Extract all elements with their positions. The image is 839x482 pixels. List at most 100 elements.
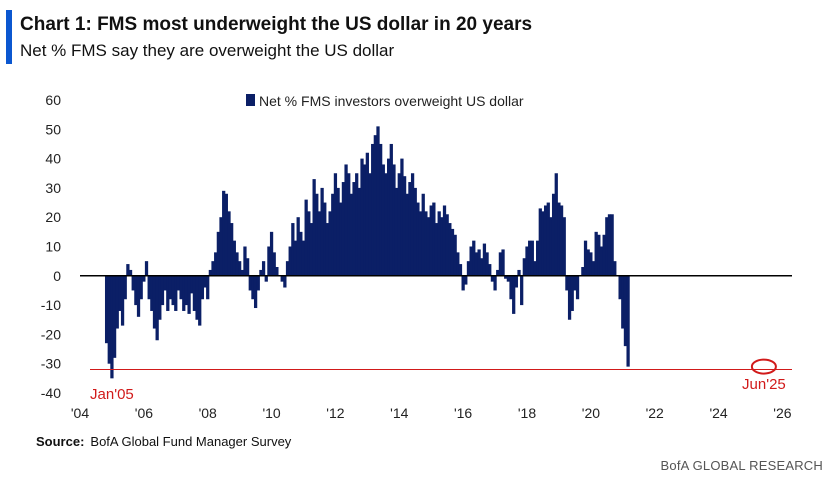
bar [429,205,433,276]
bar [591,261,596,276]
bar [613,261,617,276]
bar [413,187,417,276]
bar [176,275,181,291]
bar [216,231,220,276]
bar [541,211,545,276]
bar [432,202,436,276]
bar [261,261,266,276]
bar [152,275,157,329]
bar [285,261,290,276]
bar [264,275,268,282]
bar [520,275,524,306]
bar [328,211,332,276]
bar [355,173,359,276]
bar [387,158,391,276]
bar [349,193,354,276]
x-tick-label: '04 [71,405,89,421]
bar [136,275,141,317]
bar [190,275,194,294]
bar [104,275,109,344]
bar [275,267,279,276]
bar [573,275,577,291]
bar [357,187,361,276]
bar [238,261,242,276]
bar [445,214,449,276]
bar [376,126,380,276]
bar [559,205,564,276]
bar [549,217,553,276]
bar [488,264,492,276]
bar [610,214,614,276]
bar [368,173,372,276]
bar [384,173,388,276]
x-axis: '04 '06 '08 '10 '12 '14 '16 '18 '20 '22 '24 '26 [71,405,792,421]
bar [418,211,423,276]
bar [272,252,276,276]
legend-label: Net % FMS investors overweight US dollar [259,93,524,109]
bar [123,275,127,300]
y-tick-label: 10 [45,239,61,255]
bar [248,275,252,291]
bar [192,275,197,311]
bar [211,261,215,276]
bar [594,231,598,276]
bar [107,275,111,364]
bar [512,275,516,314]
bar [621,275,625,329]
bar [352,182,356,276]
bar [230,223,234,276]
bar [214,252,218,276]
bar [309,223,314,276]
bar [293,240,298,276]
legend-swatch [246,94,255,106]
bar [551,193,556,276]
bar [299,231,303,276]
bar [365,152,369,276]
bar [182,275,186,311]
bar [501,249,505,276]
y-tick-label: 30 [45,180,61,196]
bar [187,275,191,314]
bar [567,275,572,320]
x-tick-label: '14 [390,405,408,421]
annotations: Jan'05 Jun'25 [90,358,786,403]
bar [618,275,622,300]
bar [480,258,484,276]
bar [522,258,526,276]
bar [110,275,114,379]
annotation-jan05: Jan'05 [90,386,134,403]
bar [163,275,167,291]
x-tick-label: '10 [262,405,280,421]
x-tick-label: '08 [199,405,217,421]
bar [498,252,503,276]
bar [554,173,558,276]
bar [461,275,465,291]
bar [171,275,175,306]
bar [253,275,258,309]
bar [440,217,444,276]
y-tick-label: -30 [41,356,61,372]
bar [389,143,393,276]
bar [469,246,473,276]
bar [142,275,146,282]
chart-title: Chart 1: FMS most underweight the US dol… [20,14,533,35]
bar [458,264,463,276]
bar [528,240,532,276]
bar [533,261,537,276]
y-axis: 60 50 40 30 20 10 0 -10 -20 -30 -40 [41,92,61,401]
bar [227,211,231,276]
bar [504,275,508,279]
bar [336,187,340,276]
bar [379,143,383,276]
y-tick-label: 50 [45,121,61,137]
bar [394,187,399,276]
bar [472,240,476,276]
bar [259,269,263,276]
bar [448,223,452,276]
bar [424,211,428,276]
bar [267,246,271,276]
bar [514,275,518,288]
bar [426,217,431,276]
bar [400,158,404,276]
